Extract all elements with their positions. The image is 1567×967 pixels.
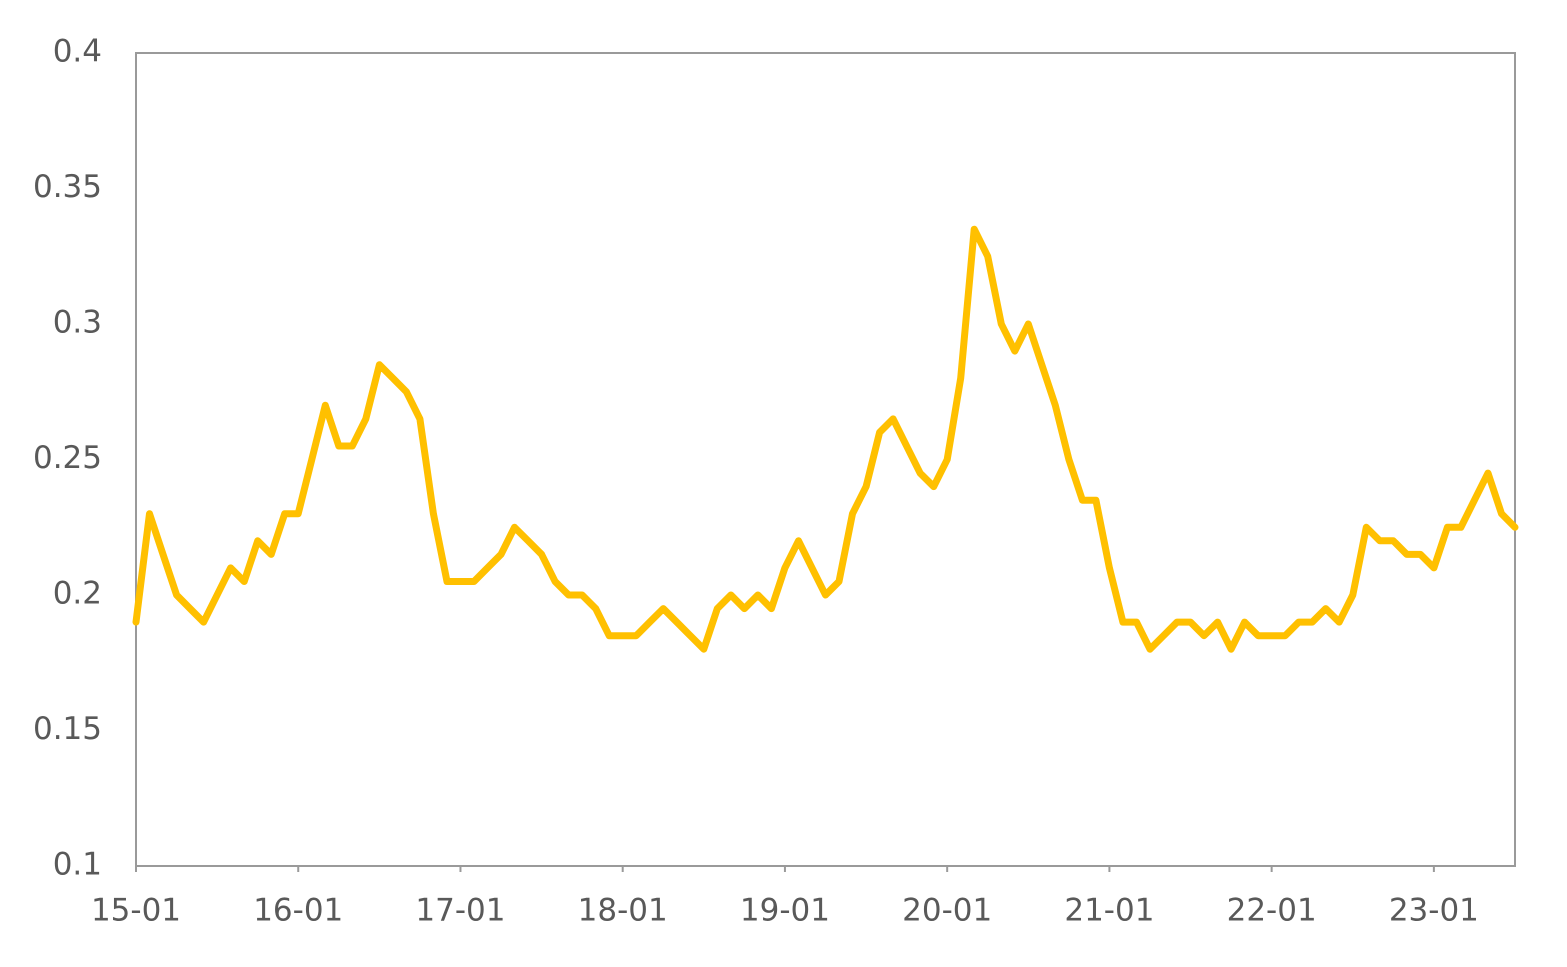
y-tick-label: 0.4 [53, 34, 102, 70]
y-tick-label: 0.25 [33, 440, 102, 476]
y-tick-label: 0.1 [53, 847, 102, 883]
plot-frame [135, 52, 1516, 867]
x-tick-label: 15-01 [91, 893, 181, 929]
y-tick-label: 0.2 [53, 576, 102, 612]
x-tick-label: 19-01 [740, 893, 830, 929]
x-tick-label: 16-01 [253, 893, 343, 929]
y-tick-label: 0.15 [33, 711, 102, 747]
x-tick-label: 21-01 [1064, 893, 1154, 929]
y-tick-label: 0.35 [33, 169, 102, 205]
x-tick-label: 17-01 [415, 893, 505, 929]
x-tick-label: 22-01 [1227, 893, 1317, 929]
x-tick-label: 23-01 [1389, 893, 1479, 929]
data-line [132, 225, 1519, 653]
x-tick-label: 20-01 [902, 893, 992, 929]
y-tick-label: 0.3 [53, 305, 102, 341]
x-tick-label: 18-01 [578, 893, 668, 929]
